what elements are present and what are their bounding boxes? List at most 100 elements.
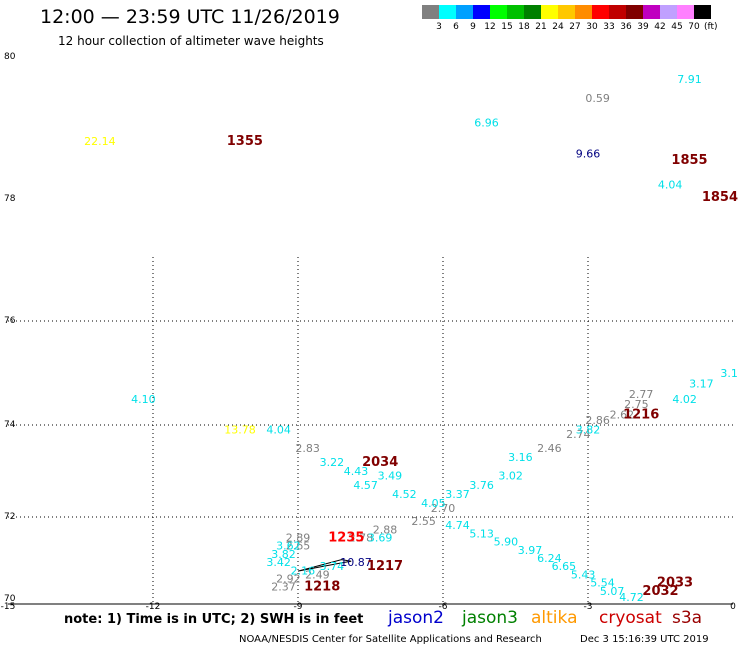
wave-height-label: 2.86 bbox=[585, 414, 610, 427]
wave-height-label: 2.78 bbox=[349, 532, 374, 545]
satellite-label-cryosat: cryosat bbox=[599, 608, 662, 628]
wave-height-label: 3.69 bbox=[368, 532, 393, 545]
satellite-label-jason2: jason2 bbox=[388, 608, 444, 628]
wave-height-label: 4.72 bbox=[619, 591, 644, 604]
y-tick-label: 76 bbox=[4, 316, 16, 326]
legend-swatch bbox=[422, 5, 439, 19]
legend-swatch bbox=[507, 5, 524, 19]
wave-height-label: 2.62 bbox=[610, 409, 635, 422]
coastline bbox=[297, 559, 352, 572]
wave-height-label: 3.82 bbox=[576, 424, 601, 437]
wave-height-label: 7.91 bbox=[677, 73, 702, 86]
legend-unit: (ft) bbox=[704, 22, 718, 32]
legend-label: 15 bbox=[501, 22, 513, 32]
legend-label: 70 bbox=[688, 22, 700, 32]
wave-height-label: 2.74 bbox=[566, 428, 591, 441]
wave-height-label: 5.90 bbox=[494, 536, 519, 549]
wave-height-label: 3.97 bbox=[518, 544, 543, 557]
wave-height-label: 3.17 bbox=[689, 377, 714, 390]
wave-height-label: 3.22 bbox=[320, 456, 345, 469]
wave-height-label: 2.70 bbox=[431, 502, 456, 515]
time-label: 1854 bbox=[702, 190, 738, 205]
wave-height-label: 3.42 bbox=[266, 556, 291, 569]
time-label: 2032 bbox=[642, 584, 678, 599]
wave-height-label: 4.04 bbox=[266, 424, 291, 437]
time-label: 2034 bbox=[362, 455, 398, 470]
y-tick-label: 80 bbox=[4, 52, 16, 62]
y-tick-label: 74 bbox=[4, 420, 16, 430]
wave-height-label: 2.75 bbox=[624, 398, 649, 411]
legend-label: 27 bbox=[569, 22, 581, 32]
y-tick-label: 78 bbox=[4, 194, 16, 204]
satellite-label-s3a: s3a bbox=[672, 608, 703, 628]
legend-swatch bbox=[473, 5, 490, 19]
legend-label: 24 bbox=[552, 22, 564, 32]
wave-height-label: 6.65 bbox=[552, 560, 577, 573]
wave-height-label: 4.57 bbox=[353, 479, 378, 492]
legend-label: 12 bbox=[484, 22, 496, 32]
wave-height-label: 2.83 bbox=[295, 442, 320, 455]
legend-swatch bbox=[524, 5, 541, 19]
wave-height-label: 4.43 bbox=[344, 465, 369, 478]
wave-height-label: 4.74 bbox=[445, 519, 470, 532]
generated-timestamp: Dec 3 15:16:39 UTC 2019 bbox=[580, 634, 709, 645]
legend-swatch bbox=[660, 5, 677, 19]
wave-height-label: 2.77 bbox=[629, 388, 654, 401]
wave-height-label: 4.10 bbox=[131, 393, 156, 406]
wave-height-label: 3.74 bbox=[320, 560, 345, 573]
wave-height-label: 5.13 bbox=[469, 527, 494, 540]
time-label: 1355 bbox=[227, 134, 263, 149]
satellite-label-jason3: jason3 bbox=[462, 608, 518, 628]
wave-height-label: 3.82 bbox=[271, 548, 296, 561]
x-tick-label: -9 bbox=[294, 602, 303, 612]
legend-swatch bbox=[592, 5, 609, 19]
legend-label: 3 bbox=[436, 22, 442, 32]
wave-height-label: 4.52 bbox=[392, 488, 417, 501]
wave-height-label: 5.54 bbox=[590, 577, 615, 590]
x-tick-label: -3 bbox=[584, 602, 593, 612]
time-label: 2033 bbox=[657, 576, 693, 591]
satellite-label-altika: altika bbox=[531, 608, 578, 628]
legend-swatch bbox=[694, 5, 711, 19]
wave-height-label: 2.55 bbox=[411, 515, 436, 528]
wave-height-label: 3.62 bbox=[276, 540, 301, 553]
legend-label: 36 bbox=[620, 22, 632, 32]
legend-label: 39 bbox=[637, 22, 649, 32]
legend-swatch bbox=[456, 5, 473, 19]
wave-height-label: 4.05 bbox=[421, 497, 446, 510]
legend-label: 42 bbox=[654, 22, 666, 32]
wave-height-label: 2.46 bbox=[537, 442, 562, 455]
wave-height-label: 0.59 bbox=[585, 92, 610, 105]
legend-label: 30 bbox=[586, 22, 598, 32]
time-label: 1218 bbox=[304, 580, 340, 595]
y-tick-label: 70 bbox=[4, 594, 16, 604]
legend-swatch bbox=[643, 5, 660, 19]
legend-swatch bbox=[439, 5, 456, 19]
wave-height-label: 3.37 bbox=[445, 488, 470, 501]
legend-swatch bbox=[677, 5, 694, 19]
wave-height-label: 2.92 bbox=[276, 573, 301, 586]
wave-height-label: 5.07 bbox=[600, 585, 625, 598]
legend-label: 18 bbox=[518, 22, 530, 32]
wave-height-label: 2.49 bbox=[305, 568, 330, 581]
wave-height-label: 3.1 bbox=[720, 367, 738, 380]
legend-label: 33 bbox=[603, 22, 615, 32]
wave-height-label: 3.16 bbox=[508, 451, 533, 464]
legend-label: 9 bbox=[470, 22, 476, 32]
wave-height-label: 2.89 bbox=[286, 532, 311, 545]
wave-height-label: 10.87 bbox=[340, 556, 372, 569]
x-tick-label: -12 bbox=[146, 602, 161, 612]
wave-height-label: 3.76 bbox=[469, 479, 494, 492]
time-label: 1235 bbox=[328, 531, 364, 546]
chart-note: note: 1) Time is in UTC; 2) SWH is in fe… bbox=[64, 612, 364, 627]
credit-line: NOAA/NESDIS Center for Satellite Applica… bbox=[239, 634, 542, 645]
legend-swatch bbox=[609, 5, 626, 19]
legend-swatch bbox=[626, 5, 643, 19]
wave-height-label: 5.43 bbox=[571, 568, 596, 581]
chart-title: 12:00 — 23:59 UTC 11/26/2019 bbox=[40, 6, 340, 28]
x-tick-label: -6 bbox=[439, 602, 448, 612]
wave-height-label: 3.49 bbox=[378, 470, 403, 483]
wave-height-label: 6.96 bbox=[474, 117, 499, 130]
legend-swatch bbox=[558, 5, 575, 19]
